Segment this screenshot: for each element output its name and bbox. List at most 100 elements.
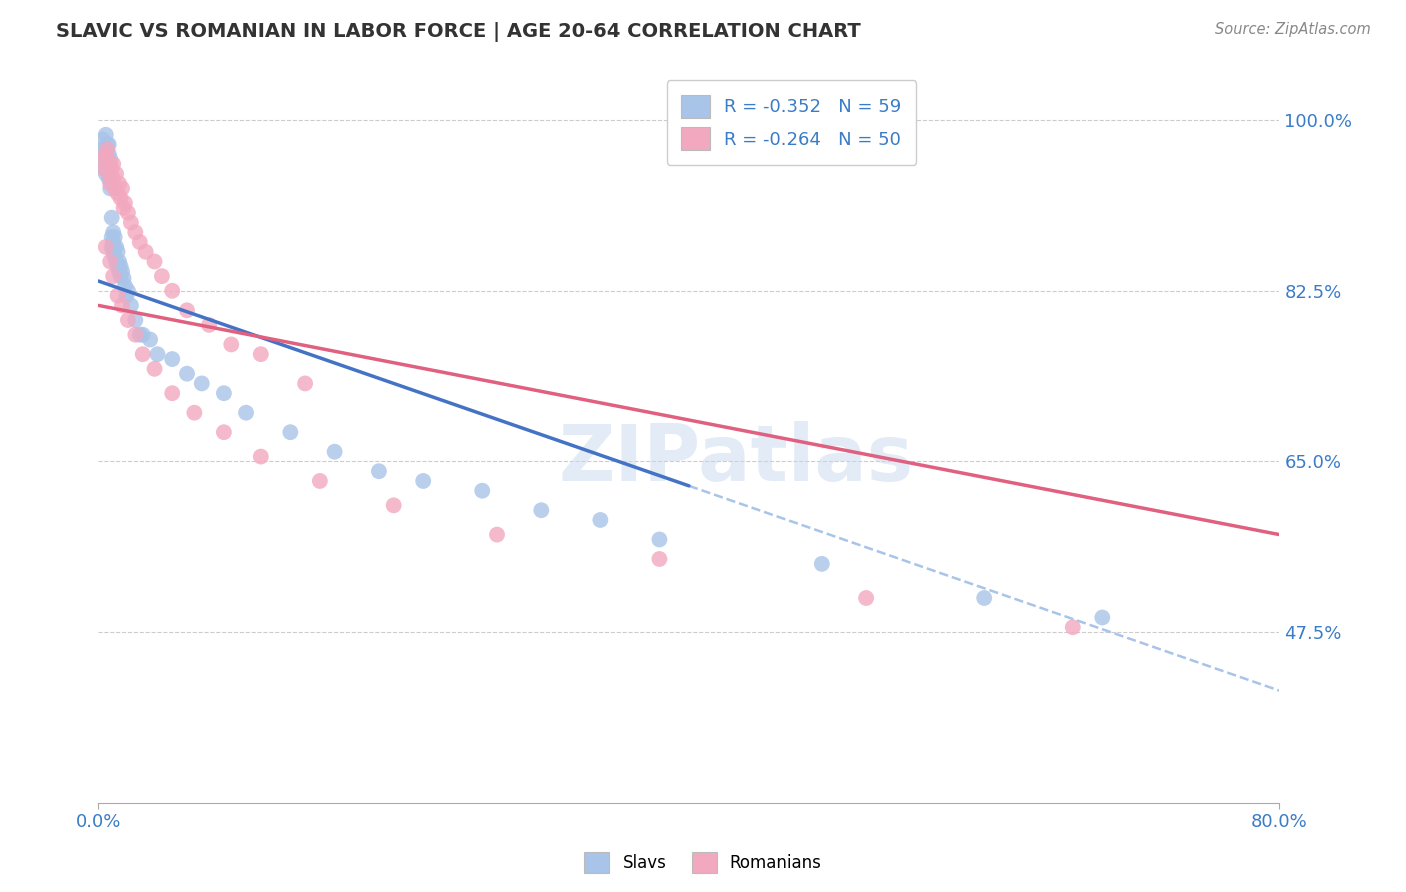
Point bbox=[128, 327, 150, 342]
Point bbox=[103, 235, 125, 249]
Point bbox=[91, 133, 114, 147]
Point bbox=[309, 474, 332, 488]
Point bbox=[973, 591, 995, 605]
Point bbox=[219, 337, 242, 351]
Point bbox=[530, 503, 553, 517]
Point bbox=[124, 225, 146, 239]
Point bbox=[97, 167, 120, 181]
Point bbox=[93, 161, 115, 176]
Point bbox=[110, 191, 132, 205]
Point bbox=[107, 260, 129, 274]
Point bbox=[98, 254, 121, 268]
Point bbox=[100, 211, 122, 225]
Point bbox=[117, 313, 139, 327]
Point bbox=[94, 142, 117, 156]
Point bbox=[100, 230, 122, 244]
Point bbox=[108, 254, 131, 268]
Point bbox=[135, 244, 157, 259]
Point bbox=[191, 376, 214, 391]
Point bbox=[810, 557, 832, 571]
Point bbox=[176, 303, 198, 318]
Point bbox=[111, 264, 134, 278]
Point bbox=[112, 271, 135, 285]
Point bbox=[107, 244, 129, 259]
Text: ZIPatlas: ZIPatlas bbox=[558, 421, 914, 497]
Point bbox=[107, 186, 129, 201]
Point bbox=[111, 298, 134, 312]
Point bbox=[103, 240, 125, 254]
Point bbox=[162, 352, 183, 367]
Point bbox=[278, 425, 302, 440]
Legend: R = -0.352   N = 59, R = -0.264   N = 50: R = -0.352 N = 59, R = -0.264 N = 50 bbox=[666, 80, 917, 165]
Point bbox=[105, 254, 128, 268]
Point bbox=[105, 240, 128, 254]
Point bbox=[855, 591, 877, 605]
Point bbox=[117, 206, 139, 220]
Point bbox=[1091, 610, 1114, 624]
Text: SLAVIC VS ROMANIAN IN LABOR FORCE | AGE 20-64 CORRELATION CHART: SLAVIC VS ROMANIAN IN LABOR FORCE | AGE … bbox=[56, 22, 860, 42]
Point bbox=[100, 240, 122, 254]
Point bbox=[471, 483, 494, 498]
Point bbox=[1062, 620, 1084, 634]
Point bbox=[115, 288, 138, 302]
Point bbox=[94, 240, 117, 254]
Point bbox=[132, 347, 155, 361]
Point bbox=[110, 269, 132, 284]
Point bbox=[162, 386, 183, 401]
Point bbox=[212, 386, 235, 401]
Point bbox=[382, 499, 405, 513]
Point bbox=[120, 215, 142, 229]
Point bbox=[648, 533, 671, 547]
Point bbox=[143, 254, 166, 268]
Point bbox=[110, 260, 132, 274]
Point bbox=[117, 284, 139, 298]
Point bbox=[111, 181, 134, 195]
Point bbox=[104, 250, 127, 264]
Point bbox=[98, 157, 121, 171]
Point bbox=[96, 152, 118, 166]
Point bbox=[212, 425, 235, 440]
Point bbox=[97, 171, 120, 186]
Legend: Slavs, Romanians: Slavs, Romanians bbox=[578, 846, 828, 880]
Point bbox=[90, 142, 112, 156]
Point bbox=[486, 527, 509, 541]
Point bbox=[368, 464, 391, 478]
Point bbox=[108, 264, 131, 278]
Point bbox=[589, 513, 612, 527]
Point bbox=[143, 361, 166, 376]
Text: Source: ZipAtlas.com: Source: ZipAtlas.com bbox=[1215, 22, 1371, 37]
Point bbox=[235, 406, 257, 420]
Point bbox=[108, 177, 131, 191]
Point bbox=[114, 279, 136, 293]
Point bbox=[105, 167, 128, 181]
Point bbox=[104, 230, 127, 244]
Point bbox=[93, 161, 115, 176]
Point bbox=[150, 269, 173, 284]
Point bbox=[139, 333, 162, 347]
Point bbox=[103, 269, 125, 284]
Point bbox=[103, 171, 125, 186]
Point bbox=[98, 177, 121, 191]
Point bbox=[93, 152, 115, 166]
Point bbox=[124, 327, 146, 342]
Point bbox=[94, 167, 117, 181]
Point bbox=[112, 201, 135, 215]
Point bbox=[648, 552, 671, 566]
Point bbox=[107, 288, 129, 302]
Point bbox=[104, 181, 127, 195]
Point bbox=[198, 318, 221, 332]
Point bbox=[176, 367, 198, 381]
Point bbox=[250, 450, 273, 464]
Point bbox=[96, 142, 118, 156]
Point bbox=[250, 347, 273, 361]
Point bbox=[103, 157, 125, 171]
Point bbox=[294, 376, 316, 391]
Point bbox=[103, 225, 125, 239]
Point bbox=[98, 152, 121, 166]
Point bbox=[323, 444, 346, 458]
Point bbox=[94, 147, 117, 161]
Point bbox=[97, 137, 120, 152]
Point bbox=[98, 161, 121, 176]
Point bbox=[120, 298, 142, 312]
Point bbox=[100, 161, 122, 176]
